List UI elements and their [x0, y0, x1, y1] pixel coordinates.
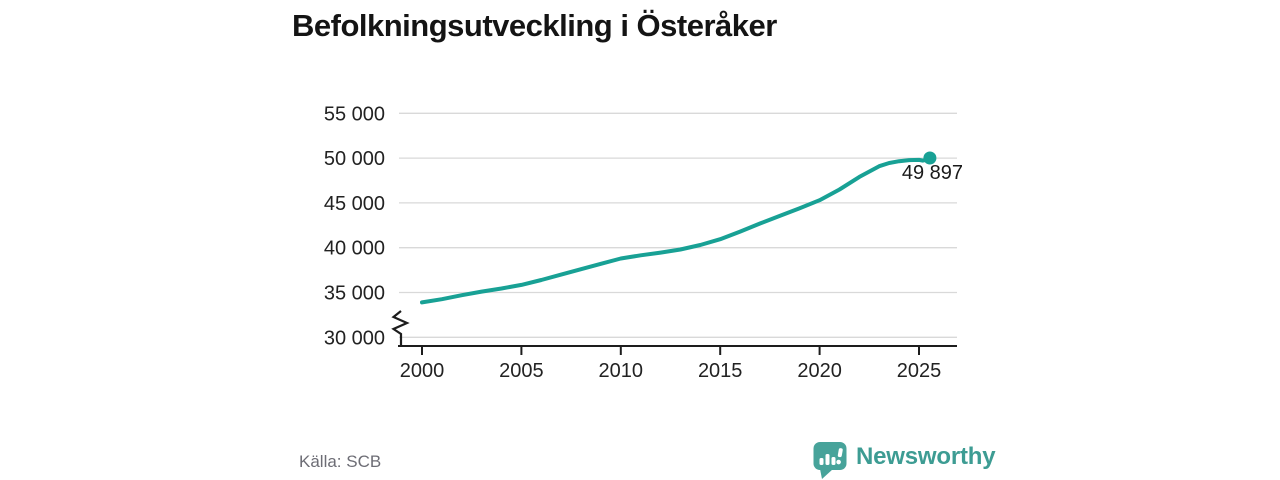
end-value-label: 49 897 [902, 162, 963, 184]
population-line [420, 157, 932, 305]
y-tick-label: 40 000 [324, 238, 385, 260]
end-point-marker [923, 151, 937, 165]
y-tick-label: 50 000 [324, 148, 385, 170]
x-tick-label: 2000 [400, 360, 445, 382]
newsworthy-wordmark: Newsworthy [856, 443, 996, 470]
x-tick-label: 2005 [499, 360, 544, 382]
x-tick-label: 2025 [897, 360, 942, 382]
chart-title: Befolkningsutveckling i Österåker [292, 8, 777, 43]
newsworthy-logo: Newsworthy [811, 441, 996, 479]
source-label: Källa: SCB [299, 452, 382, 471]
y-tick-label: 30 000 [324, 327, 385, 349]
x-axis: 2000 2005 2010 2015 2020 2025 [398, 345, 957, 382]
y-tick-label: 55 000 [324, 103, 385, 125]
y-tick-label: 45 000 [324, 193, 385, 215]
newsworthy-icon [813, 442, 847, 479]
axis-break-icon [391, 310, 410, 346]
x-tick-label: 2015 [698, 360, 743, 382]
y-axis-labels: 55 000 50 000 45 000 40 000 35 000 30 000 [324, 103, 385, 349]
y-tick-label: 35 000 [324, 283, 385, 305]
gridlines [399, 112, 957, 338]
x-tick-label: 2020 [797, 360, 842, 382]
x-tick-label: 2010 [599, 360, 644, 382]
